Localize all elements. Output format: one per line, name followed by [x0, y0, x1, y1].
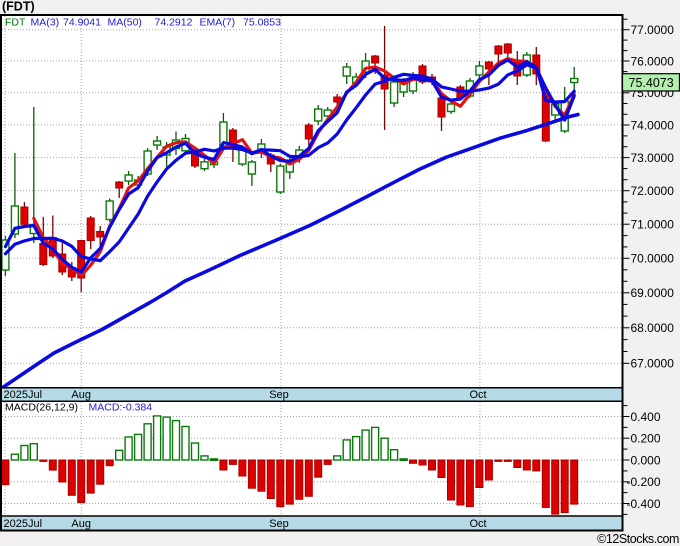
- svg-text:FDT: FDT: [5, 17, 26, 29]
- svg-text:0.400: 0.400: [631, 410, 661, 424]
- svg-text:Sep: Sep: [269, 389, 289, 401]
- svg-text:75.0853: 75.0853: [243, 17, 281, 29]
- svg-text:73.0000: 73.0000: [631, 151, 675, 165]
- svg-text:-0.200: -0.200: [627, 475, 661, 489]
- svg-text:-0.400: -0.400: [627, 497, 661, 511]
- svg-text:70.0000: 70.0000: [631, 252, 675, 266]
- svg-text:67.0000: 67.0000: [631, 357, 675, 371]
- svg-text:Aug: Aug: [71, 518, 91, 530]
- svg-text:Aug: Aug: [71, 389, 91, 401]
- svg-text:MA(50): MA(50): [108, 17, 142, 29]
- svg-text:MA(3): MA(3): [31, 17, 60, 29]
- svg-text:0.200: 0.200: [631, 432, 661, 446]
- svg-text:MACD(26,12,9): MACD(26,12,9): [5, 402, 78, 414]
- svg-text:75.4073: 75.4073: [629, 76, 674, 90]
- svg-text:Oct: Oct: [469, 389, 486, 401]
- svg-text:Sep: Sep: [269, 518, 289, 530]
- svg-text:MACD:-0.384: MACD:-0.384: [89, 402, 153, 414]
- svg-text:72.0000: 72.0000: [631, 184, 675, 198]
- svg-text:©12Stocks.com: ©12Stocks.com: [597, 532, 679, 546]
- svg-text:Oct: Oct: [469, 518, 486, 530]
- svg-text:EMA(7): EMA(7): [200, 17, 236, 29]
- svg-text:74.0000: 74.0000: [631, 118, 675, 132]
- svg-text:74.2912: 74.2912: [155, 17, 193, 29]
- svg-text:77.0000: 77.0000: [631, 23, 675, 37]
- svg-text:74.9041: 74.9041: [63, 17, 101, 29]
- svg-text:2025Jul: 2025Jul: [4, 518, 43, 530]
- svg-text:2025Jul: 2025Jul: [4, 389, 43, 401]
- svg-text:76.0000: 76.0000: [631, 54, 675, 68]
- svg-text:68.0000: 68.0000: [631, 321, 675, 335]
- svg-text:71.0000: 71.0000: [631, 218, 675, 232]
- svg-text:69.0000: 69.0000: [631, 286, 675, 300]
- svg-text:0.000: 0.000: [631, 453, 661, 467]
- svg-text:(FDT): (FDT): [2, 0, 35, 14]
